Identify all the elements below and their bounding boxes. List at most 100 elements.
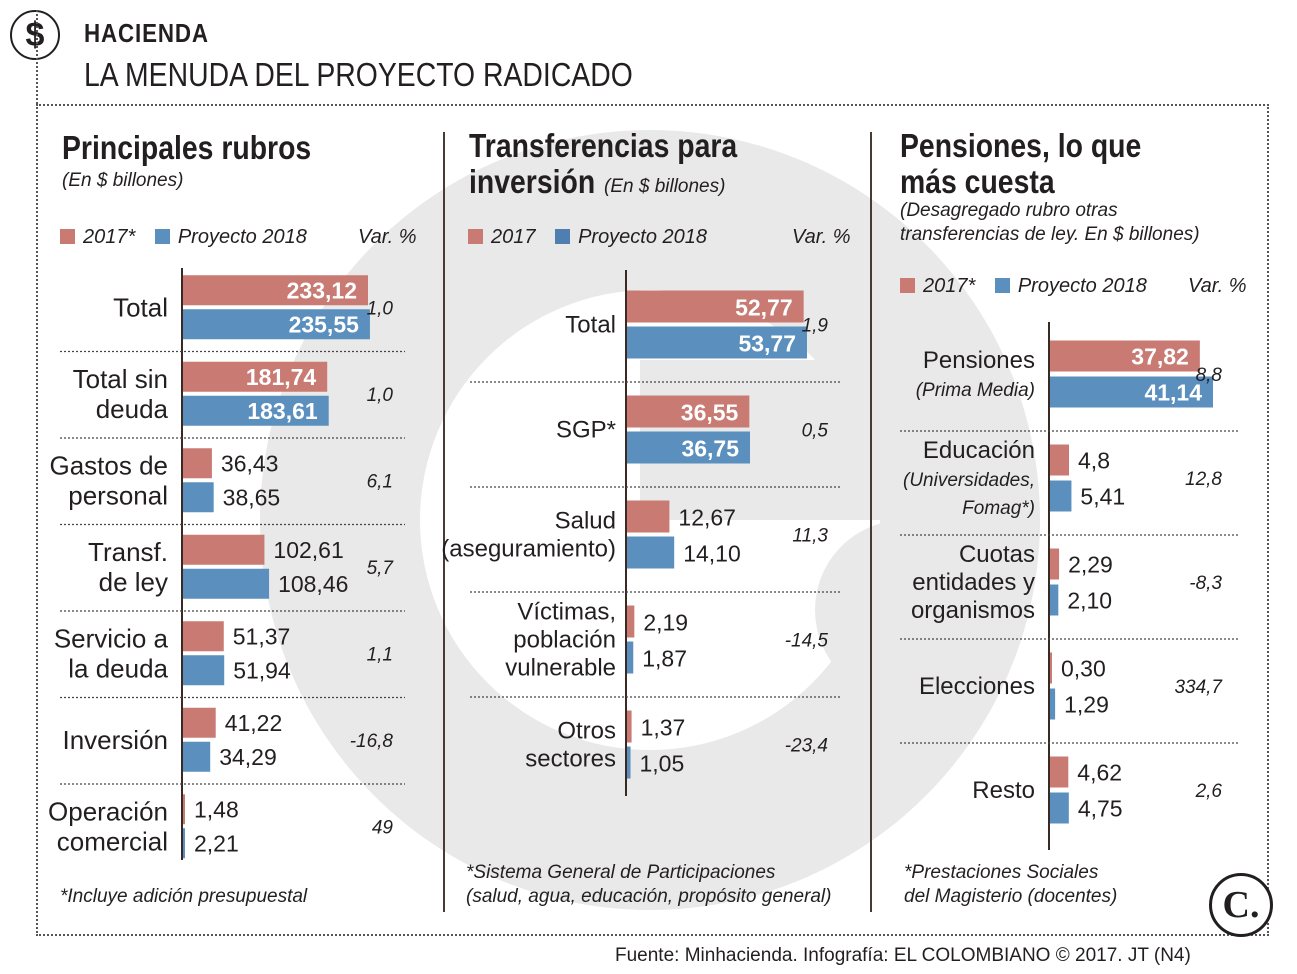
data-label: 1,48 — [194, 796, 239, 822]
panel2-subtitle: (En $ billones) — [604, 176, 726, 197]
category-label: Víctimas, — [517, 599, 616, 626]
data-label: 2,19 — [643, 610, 688, 636]
data-label: 53,77 — [738, 331, 796, 357]
category-label: Total — [113, 292, 168, 322]
bar-2018 — [627, 746, 631, 779]
bar-2018 — [1050, 688, 1056, 720]
panel2-title-line1: Transferencias para — [469, 127, 738, 164]
data-label: 52,77 — [735, 295, 793, 321]
panel1-var-header: Var. % — [358, 226, 417, 248]
data-label: 41,22 — [225, 710, 283, 736]
category-label: sectores — [525, 746, 616, 773]
var-value: 12,8 — [1185, 469, 1222, 490]
legend-swatch-2018 — [154, 229, 170, 244]
bar-2018 — [183, 568, 270, 599]
category-label: Transf. — [88, 537, 168, 567]
var-value: -8,3 — [1189, 573, 1222, 594]
legend-label-2017: 2017* — [923, 275, 976, 297]
bar-2017 — [183, 621, 224, 652]
panel1-title: Principales rubros — [62, 129, 312, 166]
bar-2017 — [183, 275, 368, 306]
category-label: Educación — [923, 437, 1035, 464]
data-label: 4,62 — [1077, 760, 1122, 786]
data-label: 1,29 — [1064, 692, 1109, 718]
legend-swatch-2017 — [900, 278, 915, 293]
category-label: comercial — [57, 826, 168, 856]
panel3-legend: 2017* Proyecto 2018 — [900, 275, 1147, 298]
bar-2017 — [183, 361, 328, 392]
panel3-note-line2: del Magisterio (docentes) — [904, 886, 1118, 907]
category-label: Pensiones — [923, 347, 1035, 374]
el-colombiano-logo: C. — [1209, 873, 1273, 937]
data-label: 51,37 — [233, 623, 291, 649]
var-value: -23,4 — [785, 736, 828, 757]
bar-2017 — [1050, 340, 1200, 372]
bar-2018 — [183, 655, 225, 686]
panel3-subtitle-line1: (Desagregado rubro otras — [900, 200, 1118, 221]
category-label: de ley — [99, 567, 168, 597]
data-label: 183,61 — [247, 398, 318, 424]
category-label: vulnerable — [505, 655, 616, 682]
category-label: entidades y — [912, 569, 1035, 596]
source-note: Fuente: Minhacienda. Infografía: EL COLO… — [615, 945, 1191, 966]
data-label: 108,46 — [278, 571, 348, 597]
category-label: organismos — [911, 597, 1035, 624]
category-label: (aseguramiento) — [441, 536, 616, 563]
data-label: 36,43 — [221, 450, 279, 476]
bar-2017 — [183, 707, 216, 738]
bar-2018 — [183, 482, 214, 513]
section-label: HACIENDA — [84, 18, 209, 48]
var-value: 8,8 — [1196, 365, 1223, 386]
var-value: -16,8 — [350, 731, 394, 752]
bar-2018 — [1050, 792, 1069, 824]
category-label: Operación — [48, 796, 168, 826]
var-value: 11,3 — [792, 526, 828, 547]
bar-2017 — [627, 605, 635, 638]
panel1-note: *Incluye adición presupuestal — [60, 886, 308, 907]
category-label: Inversión — [63, 725, 169, 755]
category-label: Gastos de — [49, 450, 168, 480]
bar-2018 — [183, 828, 185, 859]
data-label: 2,21 — [194, 830, 239, 856]
data-label: 12,67 — [678, 505, 736, 531]
var-value: 334,7 — [1174, 677, 1223, 698]
legend-swatch-2018 — [555, 229, 571, 244]
var-value: 6,1 — [367, 471, 393, 492]
data-label: 36,55 — [681, 400, 739, 426]
var-value: 5,7 — [367, 558, 395, 579]
category-label: Total — [565, 312, 616, 339]
bar-2018 — [627, 536, 675, 569]
legend-label-2017: 2017* — [83, 226, 136, 248]
bar-2017 — [183, 534, 265, 565]
data-label: 37,82 — [1131, 344, 1189, 370]
data-label: 102,61 — [273, 537, 343, 563]
category-label: la deuda — [68, 653, 168, 683]
bar-2017 — [1050, 756, 1069, 788]
data-label: 1,05 — [640, 751, 685, 777]
var-value: -14,5 — [785, 631, 829, 652]
panel3-note-line1: *Prestaciones Sociales — [904, 862, 1099, 883]
bar-2017 — [627, 500, 670, 533]
panel1-legend: 2017* Proyecto 2018 — [60, 226, 307, 249]
panel3-var-header: Var. % — [1188, 275, 1247, 297]
bar-2017 — [627, 290, 804, 323]
var-value: 1,0 — [367, 298, 394, 319]
category-label: Cuotas — [959, 541, 1035, 568]
panel3-title-line2: más cuesta — [900, 163, 1055, 200]
bar-2018 — [1050, 376, 1213, 408]
var-value: 1,1 — [367, 644, 393, 665]
var-value: 1,0 — [367, 385, 394, 406]
category-label: Fomag*) — [962, 498, 1035, 519]
panel2-var-header: Var. % — [792, 226, 851, 248]
data-label: 2,29 — [1068, 552, 1113, 578]
category-label: personal — [68, 480, 168, 510]
legend-swatch-2018 — [994, 278, 1010, 293]
bar-2017 — [183, 794, 185, 825]
category-label: Servicio a — [54, 623, 169, 653]
data-label: 41,14 — [1144, 380, 1202, 406]
data-label: 181,74 — [246, 364, 317, 390]
category-label: Otros — [557, 718, 616, 745]
bar-2018 — [627, 326, 807, 359]
category-label: población — [513, 627, 616, 654]
